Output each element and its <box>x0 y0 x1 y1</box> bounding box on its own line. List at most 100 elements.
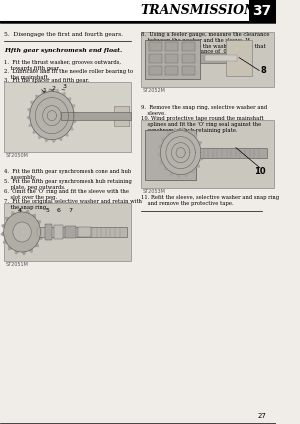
Polygon shape <box>59 137 62 140</box>
Polygon shape <box>40 228 43 232</box>
Text: 3.  Fit the spacer and fifth gear.: 3. Fit the spacer and fifth gear. <box>4 78 89 83</box>
Polygon shape <box>177 174 181 178</box>
Text: ST2052M: ST2052M <box>142 88 165 93</box>
Text: 11. Refit the sleeve, selective washer and snap ring
    and remove the protecti: 11. Refit the sleeve, selective washer a… <box>141 195 279 206</box>
Polygon shape <box>164 167 168 170</box>
Polygon shape <box>196 164 200 167</box>
Text: 8: 8 <box>260 66 266 75</box>
Text: 3: 3 <box>63 84 67 89</box>
Polygon shape <box>22 251 26 255</box>
Polygon shape <box>71 105 75 108</box>
Text: 5: 5 <box>46 209 50 214</box>
Polygon shape <box>52 139 55 142</box>
Text: ST2053M: ST2053M <box>142 189 165 194</box>
Text: Fifth gear synchromesh end float.: Fifth gear synchromesh end float. <box>4 48 122 53</box>
Bar <box>65 226 76 238</box>
Polygon shape <box>160 160 163 164</box>
Bar <box>149 54 162 63</box>
Ellipse shape <box>13 222 31 242</box>
Polygon shape <box>191 170 194 173</box>
Polygon shape <box>19 209 22 212</box>
Text: 10: 10 <box>254 167 266 176</box>
Text: 7.  Fit the original selective washer and retain with
    the snap ring.: 7. Fit the original selective washer and… <box>4 199 142 210</box>
Bar <box>114 106 129 126</box>
Bar <box>149 42 162 51</box>
Text: 6.  Omit the 'O' ring and fit the sleeve with the
    slot over the peg.: 6. Omit the 'O' ring and fit the sleeve … <box>4 189 129 200</box>
Bar <box>141 120 274 188</box>
Text: TRANSMISSION: TRANSMISSION <box>140 5 255 17</box>
Polygon shape <box>170 172 174 175</box>
Bar <box>145 40 200 79</box>
Polygon shape <box>27 116 30 119</box>
Bar <box>182 42 195 51</box>
Bar <box>226 39 252 75</box>
Text: 2.  Lubricate and fit the needle roller bearing to
    the mainshaft.: 2. Lubricate and fit the needle roller b… <box>4 69 133 80</box>
Polygon shape <box>65 133 68 136</box>
Polygon shape <box>30 92 74 139</box>
Bar <box>145 130 196 180</box>
Polygon shape <box>184 173 188 177</box>
Text: 4.  Fit the fifth gear synchromesh cone and hub
    assembly.: 4. Fit the fifth gear synchromesh cone a… <box>4 169 131 180</box>
Polygon shape <box>200 156 203 160</box>
Polygon shape <box>73 119 76 123</box>
Polygon shape <box>39 135 42 139</box>
Polygon shape <box>62 92 65 96</box>
Polygon shape <box>35 243 38 247</box>
Bar <box>141 32 274 87</box>
Polygon shape <box>48 89 52 92</box>
Polygon shape <box>15 251 19 254</box>
Polygon shape <box>162 138 165 142</box>
Polygon shape <box>28 108 31 112</box>
Bar <box>149 66 162 75</box>
Polygon shape <box>36 95 39 99</box>
Bar <box>166 66 178 75</box>
Bar <box>190 148 267 158</box>
Polygon shape <box>32 214 35 218</box>
Polygon shape <box>158 153 161 156</box>
Polygon shape <box>198 142 202 145</box>
Polygon shape <box>9 246 12 250</box>
Bar <box>4 82 130 152</box>
Text: 37: 37 <box>252 4 272 18</box>
Polygon shape <box>26 210 29 214</box>
Text: 8.  Using a feeler gauge, measure the clearance
    between the washer and the s: 8. Using a feeler gauge, measure the cle… <box>141 32 269 60</box>
Text: 1: 1 <box>43 87 46 92</box>
Bar <box>4 203 130 261</box>
Bar <box>78 227 91 237</box>
Text: 6: 6 <box>57 209 61 214</box>
Ellipse shape <box>4 212 41 252</box>
Polygon shape <box>3 240 7 243</box>
Bar <box>200 53 228 63</box>
Polygon shape <box>31 101 34 105</box>
Polygon shape <box>68 98 71 101</box>
Text: 1.  Fit the thrust washer, grooves outwards,
    towards fifth gear.: 1. Fit the thrust washer, grooves outwar… <box>4 60 121 71</box>
Polygon shape <box>70 126 73 130</box>
Text: 9.  Remove the snap ring, selective washer and
    sleeve.: 9. Remove the snap ring, selective washe… <box>141 105 267 116</box>
Bar <box>182 66 195 75</box>
Polygon shape <box>39 236 42 240</box>
Polygon shape <box>29 248 32 252</box>
Bar <box>205 55 237 61</box>
Polygon shape <box>45 138 48 142</box>
Polygon shape <box>181 128 184 131</box>
Text: 27: 27 <box>258 413 266 419</box>
Polygon shape <box>55 89 59 93</box>
Text: 5.  Disengage the first and fourth gears.: 5. Disengage the first and fourth gears. <box>4 32 123 37</box>
Polygon shape <box>38 221 41 224</box>
Bar <box>182 54 195 63</box>
Bar <box>61 112 131 120</box>
Bar <box>28 227 127 237</box>
Text: 2: 2 <box>52 86 56 90</box>
Polygon shape <box>158 145 162 149</box>
Polygon shape <box>29 123 32 126</box>
Bar <box>54 225 63 239</box>
Text: ST2050M: ST2050M <box>5 153 28 158</box>
Bar <box>0 0 276 22</box>
Text: 4: 4 <box>17 209 21 214</box>
Bar <box>45 224 52 240</box>
Polygon shape <box>167 132 170 136</box>
Text: ST2051M: ST2051M <box>5 262 28 267</box>
Polygon shape <box>201 149 203 153</box>
Polygon shape <box>12 212 15 215</box>
Bar <box>166 42 178 51</box>
